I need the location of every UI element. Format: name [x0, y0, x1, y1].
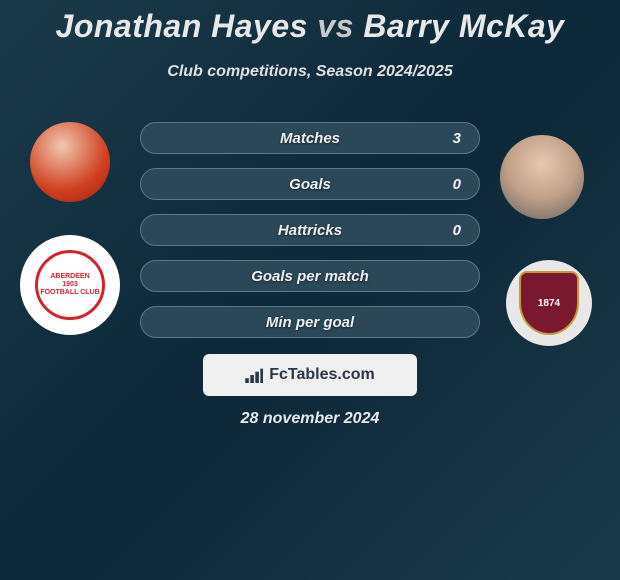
stat-row-matches: Matches 3 [140, 122, 480, 154]
player1-name: Jonathan Hayes [56, 8, 308, 44]
date-text: 28 november 2024 [0, 410, 620, 428]
branding-text: FcTables.com [269, 366, 375, 384]
stat-row-goals-per-match: Goals per match [140, 260, 480, 292]
page-title: Jonathan Hayes vs Barry McKay [0, 0, 620, 45]
stat-label: Hattricks [278, 222, 342, 239]
stat-value: 0 [453, 222, 461, 239]
stat-label: Matches [280, 130, 340, 147]
stat-row-goals: Goals 0 [140, 168, 480, 200]
stat-value: 0 [453, 176, 461, 193]
chart-icon [245, 367, 263, 383]
stat-row-hattricks: Hattricks 0 [140, 214, 480, 246]
player2-name: Barry McKay [363, 8, 564, 44]
branding-box: FcTables.com [203, 354, 417, 396]
stat-value: 3 [453, 130, 461, 147]
stats-container: Matches 3 Goals 0 Hattricks 0 Goals per … [0, 122, 620, 352]
stat-label: Goals per match [251, 268, 369, 285]
stat-label: Goals [289, 176, 331, 193]
subtitle: Club competitions, Season 2024/2025 [0, 63, 620, 81]
stat-row-min-per-goal: Min per goal [140, 306, 480, 338]
stat-label: Min per goal [266, 314, 354, 331]
vs-text: vs [317, 8, 354, 44]
